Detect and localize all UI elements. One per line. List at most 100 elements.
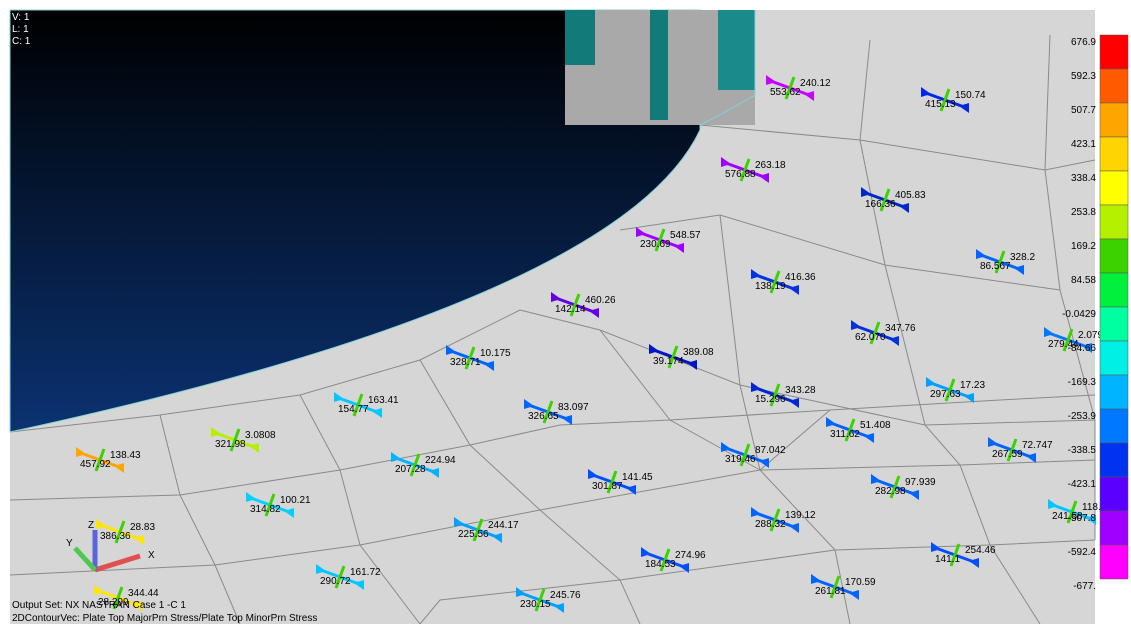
legend-label: 84.58 [1071, 275, 1096, 286]
arrow-head [372, 408, 382, 418]
minor-vector [879, 188, 891, 212]
legend-label: -253.9 [1068, 411, 1097, 422]
major-label: 244.17 [488, 520, 519, 531]
arrow-head [132, 601, 142, 611]
minor-label: 154.77 [338, 404, 369, 415]
major-label: 28.83 [130, 522, 155, 533]
major-label: 97.939 [905, 477, 936, 488]
arrow-head [94, 585, 104, 595]
legend-band [1099, 408, 1129, 444]
minor-vector [352, 393, 364, 417]
arrow-head [96, 519, 106, 529]
arrow-head [134, 535, 144, 545]
arrow-head [679, 563, 689, 573]
arrow-head [964, 393, 974, 403]
arrow-head [211, 427, 221, 437]
major-label: 51.408 [860, 420, 891, 431]
arrow-head [751, 269, 761, 279]
arrow-head [959, 103, 969, 113]
minor-label: 457.92 [80, 459, 111, 470]
arrow-head [766, 75, 776, 85]
minor-vector [784, 76, 796, 100]
major-label: 87.042 [755, 445, 786, 456]
minor-label: 62.070 [855, 332, 886, 343]
legend-band [1099, 204, 1129, 240]
legend-label: -423.1 [1068, 479, 1097, 490]
legend-band [1099, 510, 1129, 546]
major-label: 548.57 [670, 230, 701, 241]
wall-strip [718, 10, 755, 90]
footer-text: Output Set: NX NASTRAN Case 1 -C 1 [12, 600, 186, 611]
minor-label: 288.32 [755, 519, 786, 530]
arrow-head [484, 361, 494, 371]
legend-label: 169.2 [1071, 241, 1096, 252]
minor-label: 279.44 [1048, 339, 1079, 350]
legend-band [1099, 442, 1129, 478]
minor-vector [994, 250, 1006, 274]
legend-label: 423.1 [1071, 139, 1096, 150]
arrow-head [789, 523, 799, 533]
minor-vector [409, 453, 421, 477]
minor-vector [114, 520, 126, 544]
arrow-head [554, 603, 564, 613]
arrow-head [759, 173, 769, 183]
arrow-head [649, 344, 659, 354]
arrow-head [751, 507, 761, 517]
arrow-head [849, 590, 859, 600]
arrow-head [1082, 343, 1092, 353]
arrow-head [851, 320, 861, 330]
major-label: 254.46 [965, 545, 996, 556]
arrow-head [354, 580, 364, 590]
major-label: 17.23 [960, 380, 985, 391]
viewport-info: C: 1 [12, 36, 31, 47]
arrow-head [1086, 515, 1096, 525]
major-label: 224.94 [425, 455, 456, 466]
legend-band [1099, 68, 1129, 104]
viewport-info: L: 1 [12, 24, 29, 35]
major-label: 3.0808 [245, 430, 276, 441]
arrow-head [721, 157, 731, 167]
minor-vector [534, 588, 546, 612]
arrow-head [988, 437, 998, 447]
legend-band [1099, 136, 1129, 172]
minor-label: 141.1 [935, 554, 960, 565]
minor-vector [659, 548, 671, 572]
minor-label: 290.72 [320, 576, 351, 587]
wall-strip [565, 10, 595, 65]
arrow-head [721, 442, 731, 452]
minor-label: 230.15 [520, 599, 551, 610]
legend-band [1099, 340, 1129, 376]
arrow-head [969, 558, 979, 568]
minor-vector [944, 378, 956, 402]
legend-label: 676.9 [1071, 37, 1096, 48]
arrow-head [76, 447, 86, 457]
major-label: 389.08 [683, 347, 714, 358]
arrow-head [759, 458, 769, 468]
arrow-head [674, 243, 684, 253]
arrow-head [1048, 499, 1058, 509]
arrow-head [1026, 453, 1036, 463]
minor-vector [949, 543, 961, 567]
axis-triad [73, 530, 141, 573]
arrow-head [751, 382, 761, 392]
arrow-head [492, 533, 502, 543]
arrow-head [641, 547, 651, 557]
minor-vector [229, 428, 241, 452]
minor-label: 184.53 [645, 559, 676, 570]
minor-label: 28.299 [98, 597, 129, 608]
minor-label: 267.59 [992, 449, 1023, 460]
minor-label: 553.62 [770, 87, 801, 98]
minor-label: 319.46 [725, 454, 756, 465]
major-label: 10.175 [480, 348, 511, 359]
legend-label: 507.7 [1071, 105, 1096, 116]
minor-label: 86.567 [980, 261, 1011, 272]
legend-band [1099, 306, 1129, 342]
legend-band [1099, 34, 1129, 70]
legend-band [1099, 102, 1129, 138]
major-label: 328.2 [1010, 252, 1035, 263]
arrow-head [636, 227, 646, 237]
axis-label: X [148, 550, 155, 561]
arrow-head [391, 452, 401, 462]
mesh [9, 34, 1096, 625]
